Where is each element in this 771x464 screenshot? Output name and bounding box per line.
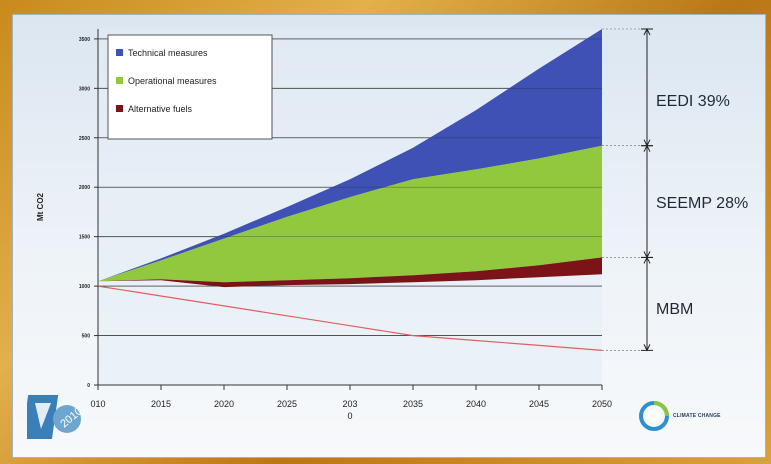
bracket-arrow: [643, 27, 651, 36]
y-axis-label: Mt CO2: [36, 192, 45, 221]
y-tick-label: 3500: [79, 37, 90, 43]
x-tick-label: 2050: [592, 399, 612, 409]
baseline-line: [97, 285, 603, 351]
legend-swatch: [116, 77, 123, 84]
bracket-label-eedi: EEDI 39%: [656, 93, 730, 110]
bracket-arrow: [643, 256, 651, 264]
slide: 0 500 1000 1500 2000 2500 3000 3500 010 2015 2020 2…: [12, 14, 766, 458]
legend-entry: Technical measures: [128, 48, 208, 58]
x-tick-label: 2035: [403, 399, 423, 409]
x-tick-label: 2025: [277, 399, 297, 409]
x-tick-label: 010: [90, 399, 105, 409]
globe-icon: [639, 401, 669, 431]
area-alternative-fuels: [98, 257, 602, 288]
y-tick-label: 1000: [79, 284, 90, 290]
y-tick-label: 0: [87, 383, 90, 389]
y-tick-label: 500: [82, 334, 91, 340]
area-technical-measures: [98, 29, 602, 282]
climate-change-logo: CLIMATE CHANGE: [639, 397, 771, 435]
area-chart: 0 500 1000 1500 2000 2500 3000 3500 010 2015 2020 2…: [36, 27, 653, 421]
bracket-arrow: [643, 344, 651, 352]
y-tick-label: 3000: [79, 86, 90, 92]
x-tick-label: 2045: [529, 399, 549, 409]
legend-swatch: [116, 105, 123, 112]
bracket-label-seemp: SEEMP 28%: [656, 195, 749, 212]
y-tick-label: 2500: [79, 136, 90, 142]
year-logo: 2010: [21, 389, 89, 447]
x-tick-label: 203 0: [342, 399, 357, 421]
bracket-arrow: [643, 144, 651, 152]
area-operational-measures: [98, 145, 602, 283]
legend-box: [107, 34, 273, 140]
x-tick-label: 2020: [214, 399, 234, 409]
x-tick-label: 2015: [151, 399, 171, 409]
x-tick-label: 2040: [466, 399, 486, 409]
legend-entry: Operational measures: [128, 76, 217, 86]
legend-swatch: [116, 49, 123, 56]
y-tick-label: 2000: [79, 185, 90, 191]
bracket-label-mbm: MBM: [656, 301, 694, 318]
climate-change-logo-text: CLIMATE CHANGE: [673, 413, 721, 419]
y-tick-label: 1500: [79, 235, 90, 241]
legend-entry: Alternative fuels: [128, 104, 193, 114]
